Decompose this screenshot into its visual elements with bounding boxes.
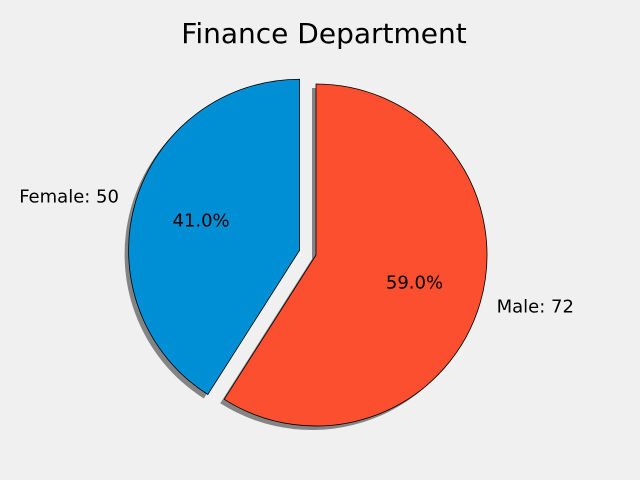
slice-label-female: Female: 50 [19, 187, 119, 208]
slice-female [128, 78, 300, 396]
pie-slices [128, 78, 488, 427]
percent-label-male: 59.0% [386, 273, 443, 294]
percent-label-female: 41.0% [172, 211, 229, 232]
pie-labels: Female: 50 41.0% Male: 72 59.0% [19, 187, 574, 318]
chart-title: Finance Department [181, 17, 466, 50]
slice-label-male: Male: 72 [497, 297, 574, 318]
slice-male [223, 83, 488, 427]
